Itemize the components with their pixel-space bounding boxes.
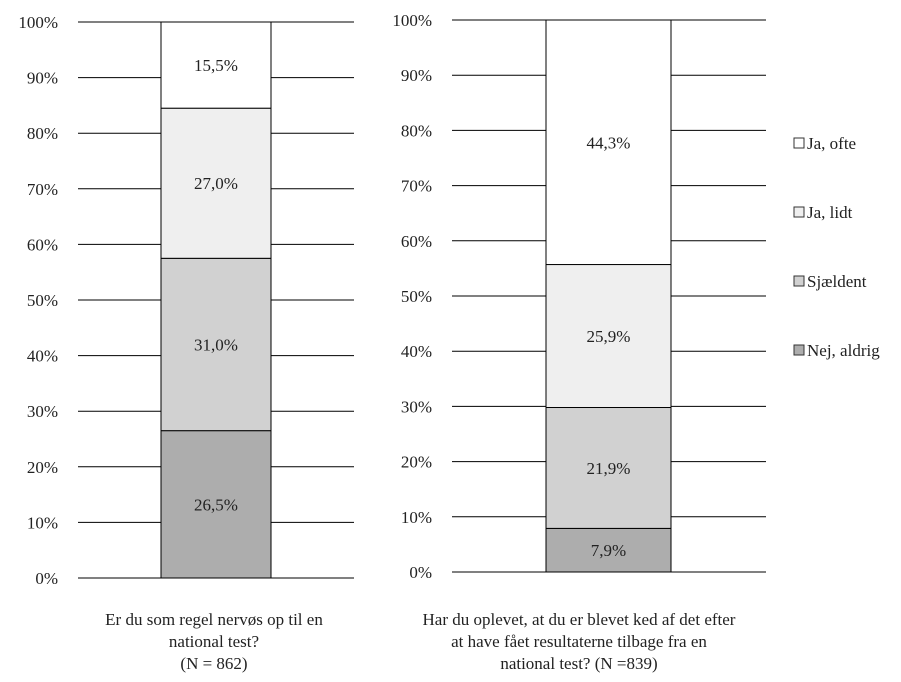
bar-segment-nej-aldrig xyxy=(545,527,672,573)
legend-label-sjældent: Sjældent xyxy=(807,272,867,291)
y-tick-label: 50% xyxy=(27,291,58,310)
chart-panel-2: 0% 10% 20% 30% 40% 50% 60% 70% 80% 90% 100% 7,9% 21,… xyxy=(392,11,766,673)
y-tick-label: 80% xyxy=(27,124,58,143)
y-tick-label: 10% xyxy=(27,513,58,532)
y-tick-label: 60% xyxy=(401,232,432,251)
y-tick-label: 80% xyxy=(401,121,432,140)
chart-caption-line: Er du som regel nervøs op til en xyxy=(105,610,323,629)
data-label-sjældent: 31,0% xyxy=(194,335,238,354)
chart-panel-1: 0% 10% 20% 30% 40% 50% 60% 70% 80% 90% 100% 26,5% 31… xyxy=(18,13,354,673)
y-tick-label: 100% xyxy=(18,13,58,32)
y-tick-label: 0% xyxy=(409,563,432,582)
y-tick-label: 50% xyxy=(401,287,432,306)
y-tick-label: 70% xyxy=(401,177,432,196)
legend: Ja, ofte Ja, lidt Sjældent Nej, aldrig xyxy=(793,134,880,360)
chart-caption-line: national test? (N =839) xyxy=(500,654,657,673)
y-tick-label: 10% xyxy=(401,508,432,527)
bar-segment-nej-aldrig xyxy=(160,430,272,579)
bar-segment-sjældent xyxy=(160,257,272,432)
legend-swatch-sjældent xyxy=(793,275,805,287)
data-label-nej-aldrig: 7,9% xyxy=(591,541,626,560)
data-label-ja-ofte: 15,5% xyxy=(194,56,238,75)
data-label-ja-lidt: 27,0% xyxy=(194,174,238,193)
chart-caption-line: Har du oplevet, at du er blevet ked af d… xyxy=(423,610,736,629)
y-tick-label: 20% xyxy=(27,458,58,477)
y-tick-label: 20% xyxy=(401,453,432,472)
bar-segment-ja-lidt xyxy=(545,264,672,409)
y-tick-label: 90% xyxy=(401,66,432,85)
legend-label-nej-aldrig: Nej, aldrig xyxy=(807,341,880,360)
data-label-ja-lidt: 25,9% xyxy=(587,327,631,346)
y-tick-label: 30% xyxy=(401,397,432,416)
bar-segment-ja-ofte xyxy=(160,21,272,109)
chart-caption-line: national test? xyxy=(169,632,259,651)
legend-label-ja-ofte: Ja, ofte xyxy=(807,134,856,153)
bar-segment-ja-lidt xyxy=(160,107,272,259)
bar-segment-ja-ofte xyxy=(545,19,672,266)
y-tick-label: 60% xyxy=(27,235,58,254)
y-tick-label: 100% xyxy=(392,11,432,30)
data-label-ja-ofte: 44,3% xyxy=(587,133,631,152)
y-tick-label: 40% xyxy=(27,347,58,366)
y-tick-label: 70% xyxy=(27,180,58,199)
data-label-nej-aldrig: 26,5% xyxy=(194,495,238,514)
legend-swatch-ja-lidt xyxy=(793,206,805,218)
chart-caption-line: at have fået resultaterne tilbage fra en xyxy=(451,632,707,651)
y-tick-label: 90% xyxy=(27,69,58,88)
legend-label-ja-lidt: Ja, lidt xyxy=(807,203,853,222)
chart-caption-line: (N = 862) xyxy=(180,654,247,673)
y-tick-label: 0% xyxy=(35,569,58,588)
bar-segment-sjældent xyxy=(545,407,672,529)
data-label-sjældent: 21,9% xyxy=(587,459,631,478)
y-tick-label: 30% xyxy=(27,402,58,421)
legend-swatch-nej-aldrig xyxy=(793,344,805,356)
y-tick-label: 40% xyxy=(401,342,432,361)
legend-swatch-ja-ofte xyxy=(793,137,805,149)
